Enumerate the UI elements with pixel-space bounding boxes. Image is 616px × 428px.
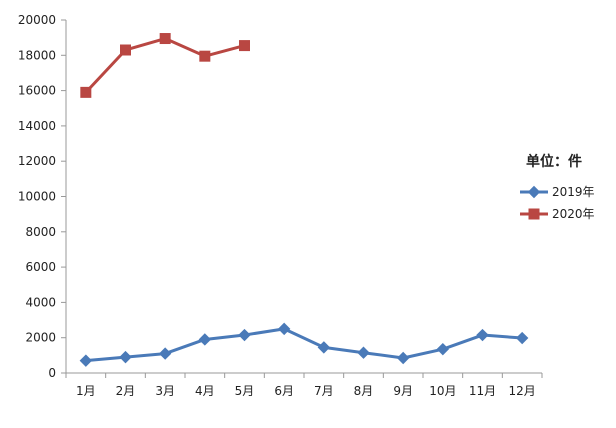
y-axis-ticks: 0 2000 4000 6000 8000 10000 12000 14000 16000 180… <box>18 13 66 380</box>
x-tick-label: 5月 <box>235 384 255 398</box>
x-tick-label: 9月 <box>393 384 413 398</box>
x-tick-label: 8月 <box>354 384 374 398</box>
series-1-point <box>277 322 291 336</box>
series-2-point <box>199 50 211 62</box>
series-1-point <box>396 351 410 365</box>
series-1-point <box>515 331 529 345</box>
axes <box>65 20 542 374</box>
y-tick-label: 20000 <box>18 13 56 27</box>
x-tick-label: 1月 <box>76 384 96 398</box>
unit-label: 单位：件 <box>526 153 582 170</box>
series-1-point <box>79 354 93 367</box>
series-1-point <box>317 341 331 354</box>
x-tick-label: 4月 <box>195 384 215 398</box>
legend-marker <box>528 208 540 220</box>
y-tick-label: 10000 <box>18 190 56 204</box>
legend: 2019年 2020年 <box>520 185 595 221</box>
x-tick-label: 11月 <box>469 384 496 398</box>
y-tick-label: 18000 <box>18 48 56 62</box>
series-1-point <box>357 346 370 359</box>
series-1-point <box>436 342 450 356</box>
y-tick-label: 16000 <box>18 84 56 98</box>
x-tick-label: 2月 <box>116 384 136 398</box>
x-tick-label: 3月 <box>155 384 175 398</box>
y-tick-label: 6000 <box>25 260 56 274</box>
series-lines <box>84 37 523 363</box>
series-2-point <box>80 86 92 98</box>
legend-marker <box>527 185 541 199</box>
series-1-point <box>476 328 489 342</box>
series-line-2 <box>84 37 245 94</box>
series-1-point <box>119 350 132 364</box>
x-tick-label: 12月 <box>509 384 536 398</box>
legend-label: 2019年 <box>552 185 595 199</box>
y-tick-label: 8000 <box>25 225 56 239</box>
legend-label: 2020年 <box>552 207 595 221</box>
series-line-1 <box>85 327 523 363</box>
series-2-point <box>120 44 131 56</box>
series-markers <box>79 33 529 367</box>
y-tick-label: 4000 <box>25 295 56 309</box>
y-tick-label: 0 <box>48 366 56 380</box>
x-tick-label: 6月 <box>274 384 294 398</box>
y-tick-label: 2000 <box>25 331 56 345</box>
y-tick-label: 14000 <box>18 119 56 133</box>
x-tick-label: 10月 <box>429 384 456 398</box>
series-1-point <box>238 328 251 342</box>
x-axis-ticks: 1月 2月 3月 4月 5月 6月 7月 8月 9月 10月 11月 12月 <box>65 373 543 398</box>
series-2-point <box>239 40 250 52</box>
series-2-point <box>159 33 171 45</box>
x-tick-label: 7月 <box>314 384 334 398</box>
y-tick-label: 12000 <box>18 154 56 168</box>
series-1-point <box>158 347 172 360</box>
series-1-point <box>198 333 212 346</box>
